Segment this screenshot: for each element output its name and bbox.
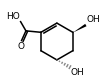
Text: OH: OH bbox=[87, 15, 100, 24]
Text: O: O bbox=[18, 42, 25, 51]
Polygon shape bbox=[73, 24, 87, 33]
Text: OH: OH bbox=[71, 68, 84, 77]
Text: HO: HO bbox=[6, 12, 20, 21]
